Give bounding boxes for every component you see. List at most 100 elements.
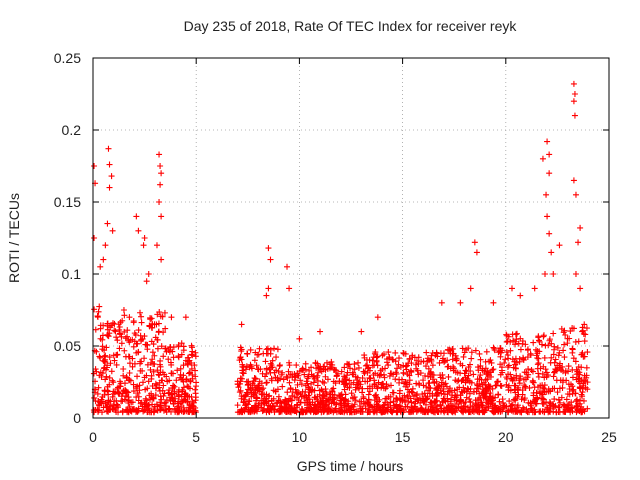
data-point: [176, 374, 183, 381]
data-point: [121, 328, 128, 335]
data-point: [134, 373, 141, 380]
data-point: [157, 399, 164, 406]
data-point: [439, 355, 446, 362]
data-point: [300, 366, 307, 373]
data-point: [534, 355, 541, 362]
data-point: [175, 354, 182, 361]
data-point: [579, 328, 586, 335]
data-point: [541, 354, 548, 361]
data-point: [178, 393, 185, 400]
data-point: [508, 407, 515, 414]
data-point: [134, 340, 141, 347]
data-point: [129, 363, 136, 370]
data-point: [557, 399, 564, 406]
data-point: [512, 341, 519, 348]
data-point: [525, 366, 532, 373]
data-point: [474, 382, 481, 389]
data-point: [102, 242, 109, 249]
data-point: [137, 309, 143, 316]
data-point: [403, 362, 410, 369]
data-point: [184, 360, 191, 367]
data-point: [249, 404, 256, 411]
data-point: [154, 337, 161, 344]
data-point: [97, 325, 104, 332]
data-point: [105, 145, 112, 152]
data-point: [130, 381, 137, 388]
data-point: [256, 388, 263, 395]
data-point: [180, 347, 187, 354]
data-point: [568, 399, 575, 406]
data-point: [542, 271, 549, 277]
data-point: [178, 403, 185, 410]
data-point: [157, 163, 164, 169]
data-point: [501, 359, 508, 366]
data-point: [115, 390, 122, 397]
data-point: [512, 365, 519, 372]
data-point: [263, 292, 270, 299]
data-point: [467, 285, 474, 292]
data-point: [126, 360, 133, 367]
data-point: [452, 352, 459, 359]
data-point: [552, 356, 559, 363]
data-point: [404, 403, 411, 410]
data-point: [274, 377, 281, 384]
data-point: [253, 394, 260, 401]
data-point: [112, 328, 119, 335]
data-point: [550, 330, 557, 337]
data-point: [364, 362, 371, 369]
data-point: [341, 400, 348, 407]
data-point: [111, 398, 118, 405]
data-point: [468, 379, 475, 386]
data-point: [495, 391, 502, 398]
data-point: [279, 369, 286, 376]
y-tick-label: 0.25: [54, 50, 81, 66]
data-point: [141, 355, 148, 362]
plot-frame: [92, 57, 610, 419]
data-point: [177, 365, 184, 372]
data-point: [284, 401, 291, 408]
data-point: [385, 362, 392, 369]
data-point: [569, 374, 576, 381]
data-point: [497, 345, 504, 352]
data-point: [524, 374, 531, 381]
data-point: [126, 314, 133, 321]
data-point: [168, 314, 175, 321]
data-point: [542, 342, 549, 349]
data-point: [529, 368, 536, 375]
data-point: [323, 389, 330, 396]
data-point: [416, 381, 423, 388]
data-point: [473, 381, 480, 388]
data-point: [166, 377, 173, 384]
data-point: [531, 285, 538, 292]
data-point: [544, 138, 551, 145]
data-point: [266, 392, 273, 399]
data-point: [257, 366, 264, 373]
data-point: [155, 328, 162, 335]
data-point: [100, 404, 107, 411]
data-point: [530, 339, 537, 346]
data-point: [188, 365, 195, 372]
data-point: [116, 323, 123, 330]
data-point: [286, 285, 293, 292]
data-point: [149, 395, 156, 402]
x-tick-labels: 0 5 10 15 20 25: [89, 429, 617, 445]
data-point: [149, 382, 156, 389]
data-point: [324, 401, 331, 408]
data-point: [399, 396, 406, 403]
data-point: [190, 408, 197, 415]
data-point: [292, 386, 299, 393]
data-point: [495, 407, 502, 414]
data-point: [186, 409, 193, 416]
data-point: [420, 382, 427, 389]
data-point: [489, 394, 496, 401]
data-point: [475, 401, 482, 408]
data-point: [579, 349, 586, 356]
data-point: [452, 392, 459, 399]
data-point: [477, 356, 484, 363]
data-point: [268, 407, 275, 414]
data-point: [484, 400, 491, 407]
data-point: [346, 377, 353, 384]
data-point: [100, 256, 107, 263]
data-point: [314, 377, 321, 384]
data-point: [507, 338, 514, 345]
